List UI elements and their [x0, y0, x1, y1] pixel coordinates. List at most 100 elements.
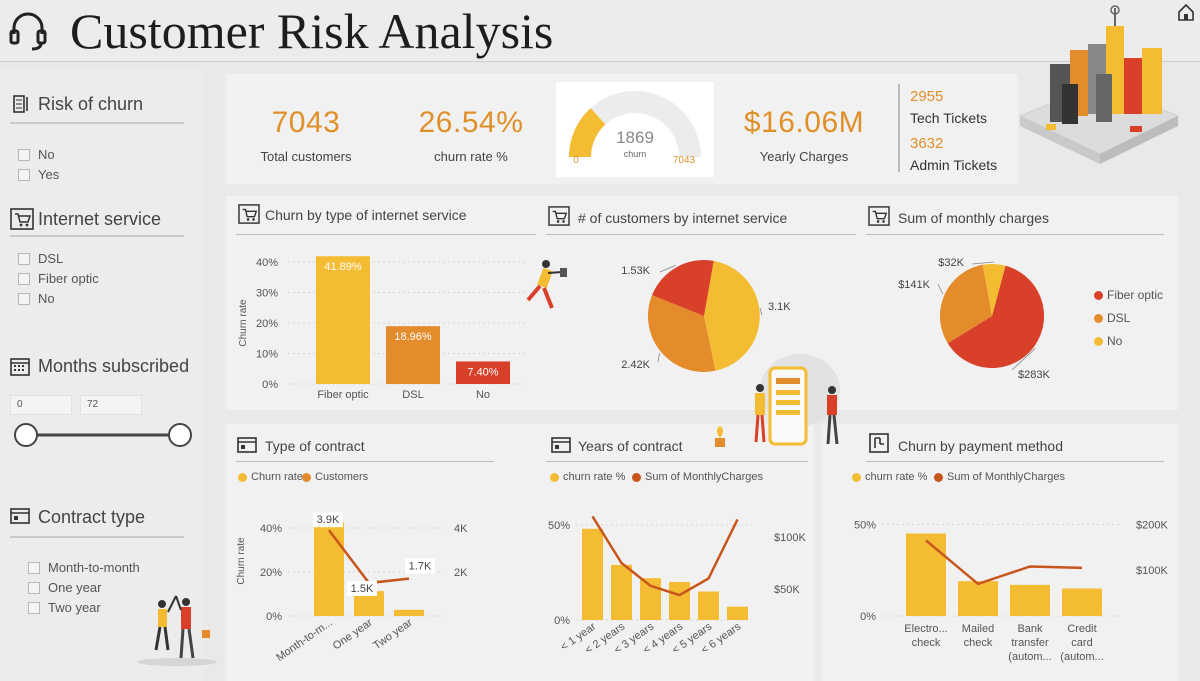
pie-slice	[947, 265, 1045, 369]
y2-tick-label: 4K	[454, 523, 468, 535]
chart-title: Sum of monthly charges	[898, 210, 1049, 226]
option-label: DSL	[38, 251, 64, 266]
option-yes-churn[interactable]: Yes	[18, 167, 59, 182]
data-label: 1.5K	[351, 583, 374, 595]
y-tick-label: 30%	[256, 288, 278, 300]
data-label: 18.96%	[394, 331, 432, 343]
option-one-year[interactable]: One year	[28, 580, 101, 595]
gauge-value: 1869	[616, 128, 654, 147]
tech-tickets-value: 2955	[910, 88, 944, 105]
plant-icon	[715, 426, 725, 447]
yearly-charges-value: $16.06M	[743, 106, 865, 139]
option-no-internet[interactable]: No	[18, 291, 55, 306]
divider	[866, 234, 1164, 235]
y-tick-label: 10%	[256, 349, 278, 361]
tech-tickets-label: Tech Tickets	[910, 110, 988, 126]
slice-label: 3.1K	[768, 301, 791, 313]
churn-by-internet-chart: 0% 10% 20% 30% 40% Churn rate 41.89% Fiber opti…	[238, 256, 528, 401]
option-month-to-month[interactable]: Month-to-month	[28, 560, 140, 575]
gauge-min: 0	[573, 155, 579, 166]
bar	[314, 522, 344, 616]
months-range-slider[interactable]	[10, 420, 196, 450]
internet-service-title: Internet service	[38, 209, 162, 229]
risk-of-churn-title: Risk of churn	[38, 94, 144, 114]
checkbox[interactable]	[28, 561, 40, 574]
x-tick-label: Mailed	[962, 623, 994, 635]
city-illustration	[1018, 5, 1180, 164]
type-of-contract-chart: 0% 20% 40% 2K 4K Churn rate Month-to-m...One y…	[236, 512, 468, 664]
divider	[10, 122, 184, 124]
checkbox[interactable]	[18, 252, 30, 265]
slice-label: 1.53K	[621, 265, 650, 277]
legend-label: Churn rate	[251, 471, 303, 483]
home-icon[interactable]	[1176, 2, 1196, 22]
legend-label: churn rate %	[865, 471, 928, 483]
legend-dot	[238, 472, 247, 482]
payment-panel	[822, 424, 1178, 681]
checkbox[interactable]	[18, 292, 30, 305]
slice-label: $32K	[938, 257, 964, 269]
header: Customer Risk Analysis	[0, 0, 1200, 62]
option-dsl[interactable]: DSL	[18, 251, 63, 266]
checkbox[interactable]	[18, 148, 30, 161]
cart-icon	[238, 204, 260, 224]
chart-title: Years of contract	[578, 438, 683, 454]
slider-max-handle[interactable]	[168, 423, 192, 447]
gauge-label: churn	[624, 149, 647, 159]
bar	[316, 256, 370, 384]
legend-label: Fiber optic	[1107, 288, 1164, 302]
yearly-charges-label: Yearly Charges	[759, 149, 849, 164]
option-two-year[interactable]: Two year	[28, 600, 101, 615]
y-axis-label: Churn rate	[238, 299, 249, 347]
runner-illustration	[526, 260, 567, 309]
churn-by-payment-chart: 0% 50% $100K $200K Electro... check Mailed chec…	[854, 519, 1169, 663]
x-tick-label: Electro...	[904, 623, 947, 635]
x-tick-label: Two year	[371, 616, 415, 652]
gauge-max: 7043	[673, 155, 696, 166]
option-fiber-optic[interactable]: Fiber optic	[18, 271, 99, 286]
checkbox[interactable]	[28, 581, 40, 594]
bar	[698, 591, 719, 620]
option-no-churn[interactable]: No	[18, 147, 55, 162]
bar	[1010, 584, 1050, 616]
x-tick-label: Bank	[1017, 623, 1043, 635]
x-tick-label: No	[476, 389, 490, 401]
divider	[236, 234, 536, 235]
calendar-icon	[10, 358, 30, 376]
y2-tick-label: 2K	[454, 567, 468, 579]
checkbox[interactable]	[18, 168, 30, 181]
legend-label: Customers	[315, 471, 369, 483]
legend-item: Sum of MonthlyCharges	[934, 471, 1065, 483]
legend-label: No	[1107, 334, 1123, 348]
x-tick-label: Credit	[1067, 623, 1096, 635]
bar	[582, 528, 603, 620]
chart-title: Churn by payment method	[898, 438, 1063, 454]
contract-icon	[237, 437, 257, 453]
option-label: Yes	[38, 167, 60, 182]
legend-item: Sum of MonthlyCharges	[632, 471, 763, 483]
data-label-box	[313, 512, 343, 528]
data-label: 3.9K	[317, 514, 340, 526]
data-label-box	[347, 581, 377, 596]
legend-item: Customers	[302, 471, 368, 483]
x-tick-label: (autom...	[1008, 651, 1051, 663]
legend-label: DSL	[1107, 311, 1131, 325]
leader-line	[759, 307, 763, 316]
chart-title: Churn by type of internet service	[265, 207, 467, 223]
slider-min-handle[interactable]	[14, 423, 38, 447]
y2-tick-label: $200K	[1136, 519, 1168, 531]
slice-label: $283K	[1018, 369, 1050, 381]
x-tick-label: Month-to-m...	[274, 617, 334, 664]
monthly-charges-pie: $283K $141K $32K	[898, 257, 1050, 381]
legend-label: Sum of MonthlyCharges	[947, 471, 1065, 483]
divider	[866, 461, 1164, 462]
range-max-input[interactable]: 72	[80, 395, 142, 415]
range-min-input[interactable]: 0	[10, 395, 72, 415]
checkbox[interactable]	[28, 601, 40, 614]
legend-item: churn rate %	[550, 471, 625, 483]
checkbox[interactable]	[18, 272, 30, 285]
payment-icon	[869, 433, 889, 453]
y-tick-label: 50%	[854, 519, 876, 531]
pie-slice	[652, 260, 714, 316]
total-customers-label: Total customers	[260, 149, 352, 164]
